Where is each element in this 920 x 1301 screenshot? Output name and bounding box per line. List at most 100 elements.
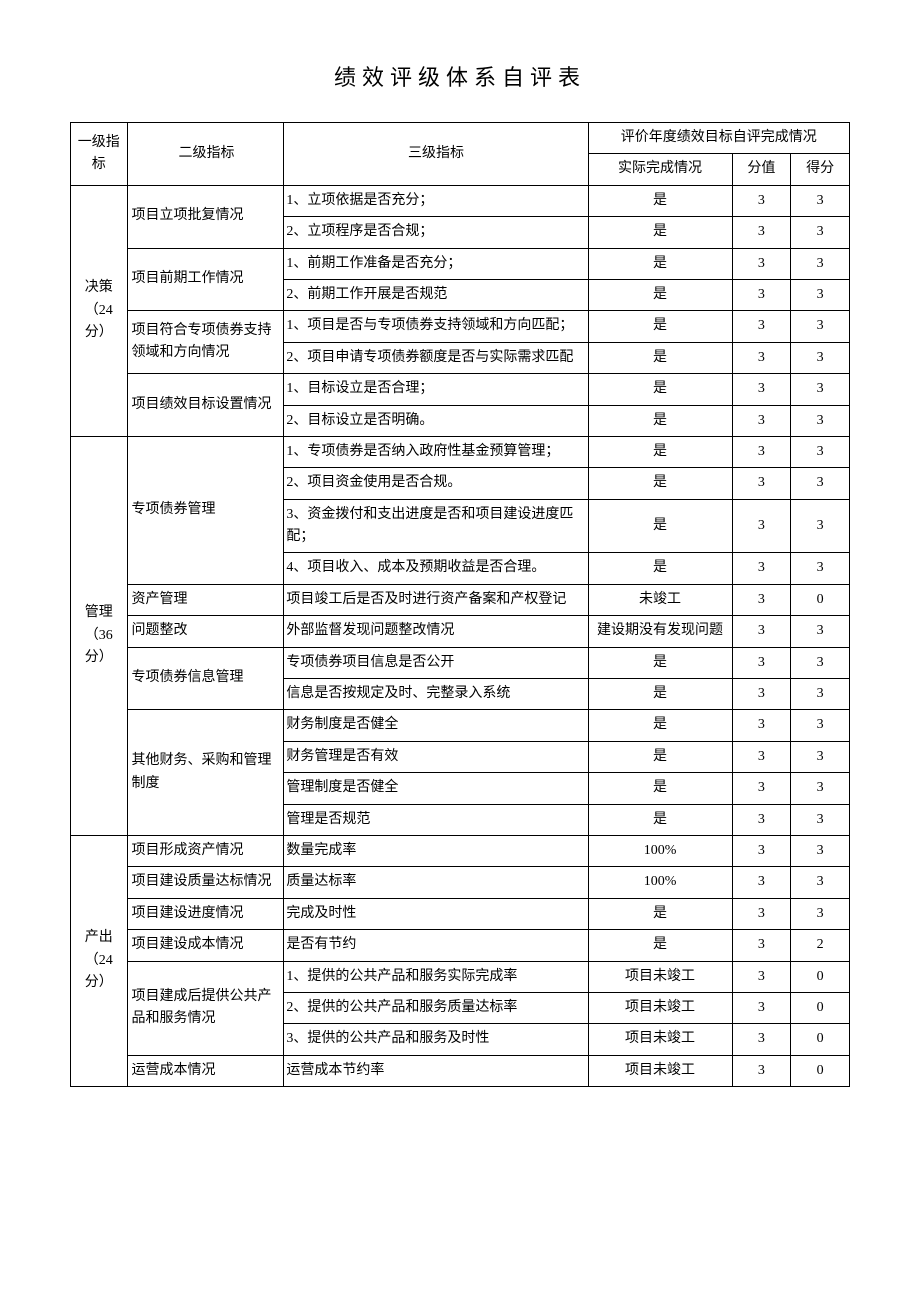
cell-actual: 是: [588, 436, 732, 467]
cell-score: 3: [732, 1055, 791, 1086]
page-title: 绩效评级体系自评表: [70, 60, 850, 92]
cell-level3: 外部监督发现问题整改情况: [284, 616, 588, 647]
cell-level3: 1、立项依据是否充分；: [284, 185, 588, 216]
table-row: 项目前期工作情况1、前期工作准备是否充分；是33: [71, 248, 850, 279]
cell-actual: 100%: [588, 835, 732, 866]
cell-get: 3: [791, 279, 850, 310]
cell-get: 3: [791, 616, 850, 647]
cell-actual: 是: [588, 499, 732, 553]
cell-get: 3: [791, 835, 850, 866]
table-row: 其他财务、采购和管理制度财务制度是否健全是33: [71, 710, 850, 741]
cell-get: 3: [791, 185, 850, 216]
cell-level2: 项目建成后提供公共产品和服务情况: [127, 961, 284, 1055]
cell-level3: 2、立项程序是否合规；: [284, 217, 588, 248]
cell-level3: 管理制度是否健全: [284, 773, 588, 804]
cell-get: 3: [791, 741, 850, 772]
cell-actual: 是: [588, 185, 732, 216]
cell-level3: 项目竣工后是否及时进行资产备案和产权登记: [284, 584, 588, 615]
cell-get: 3: [791, 773, 850, 804]
cell-level3: 财务制度是否健全: [284, 710, 588, 741]
cell-actual: 是: [588, 342, 732, 373]
cell-score: 3: [732, 468, 791, 499]
cell-level2: 项目建设质量达标情况: [127, 867, 284, 898]
cell-score: 3: [732, 930, 791, 961]
cell-score: 3: [732, 898, 791, 929]
cell-level3: 2、目标设立是否明确。: [284, 405, 588, 436]
cell-get: 0: [791, 961, 850, 992]
table-row: 决策（24 分）项目立项批复情况1、立项依据是否充分；是33: [71, 185, 850, 216]
cell-score: 3: [732, 374, 791, 405]
cell-score: 3: [732, 584, 791, 615]
cell-score: 3: [732, 741, 791, 772]
cell-actual: 建设期没有发现问题: [588, 616, 732, 647]
cell-level3: 质量达标率: [284, 867, 588, 898]
cell-score: 3: [732, 248, 791, 279]
evaluation-table: 一级指标 二级指标 三级指标 评价年度绩效目标自评完成情况 实际完成情况 分值 …: [70, 122, 850, 1087]
cell-get: 3: [791, 647, 850, 678]
cell-level3: 1、前期工作准备是否充分；: [284, 248, 588, 279]
cell-level3: 2、项目资金使用是否合规。: [284, 468, 588, 499]
table-row: 管理（36 分）专项债券管理1、专项债券是否纳入政府性基金预算管理；是33: [71, 436, 850, 467]
cell-level2: 项目建设成本情况: [127, 930, 284, 961]
cell-level2: 其他财务、采购和管理制度: [127, 710, 284, 836]
cell-actual: 100%: [588, 867, 732, 898]
cell-level3: 专项债券项目信息是否公开: [284, 647, 588, 678]
cell-score: 3: [732, 279, 791, 310]
table-row: 运营成本情况运营成本节约率项目未竣工30: [71, 1055, 850, 1086]
cell-level3: 1、专项债券是否纳入政府性基金预算管理；: [284, 436, 588, 467]
header-level3: 三级指标: [284, 123, 588, 186]
cell-get: 3: [791, 217, 850, 248]
header-eval-group: 评价年度绩效目标自评完成情况: [588, 123, 849, 154]
cell-level2: 专项债券管理: [127, 436, 284, 584]
cell-level1: 管理（36 分）: [71, 436, 128, 835]
cell-level3: 运营成本节约率: [284, 1055, 588, 1086]
cell-level2: 项目形成资产情况: [127, 835, 284, 866]
cell-level3: 2、提供的公共产品和服务质量达标率: [284, 992, 588, 1023]
table-row: 资产管理项目竣工后是否及时进行资产备案和产权登记未竣工30: [71, 584, 850, 615]
cell-actual: 是: [588, 898, 732, 929]
cell-level2: 项目前期工作情况: [127, 248, 284, 311]
cell-level2: 项目建设进度情况: [127, 898, 284, 929]
cell-score: 3: [732, 1024, 791, 1055]
cell-level3: 2、项目申请专项债券额度是否与实际需求匹配: [284, 342, 588, 373]
cell-level3: 3、提供的公共产品和服务及时性: [284, 1024, 588, 1055]
table-row: 项目建设进度情况完成及时性是33: [71, 898, 850, 929]
cell-get: 0: [791, 1055, 850, 1086]
cell-actual: 项目未竣工: [588, 1055, 732, 1086]
header-level1: 一级指标: [71, 123, 128, 186]
cell-level2: 资产管理: [127, 584, 284, 615]
cell-level2: 项目立项批复情况: [127, 185, 284, 248]
cell-level3: 4、项目收入、成本及预期收益是否合理。: [284, 553, 588, 584]
cell-level2: 专项债券信息管理: [127, 647, 284, 710]
cell-actual: 是: [588, 311, 732, 342]
cell-actual: 是: [588, 279, 732, 310]
cell-get: 3: [791, 867, 850, 898]
cell-score: 3: [732, 553, 791, 584]
table-row: 项目建成后提供公共产品和服务情况1、提供的公共产品和服务实际完成率项目未竣工30: [71, 961, 850, 992]
cell-score: 3: [732, 616, 791, 647]
cell-actual: 项目未竣工: [588, 992, 732, 1023]
table-body: 决策（24 分）项目立项批复情况1、立项依据是否充分；是332、立项程序是否合规…: [71, 185, 850, 1086]
cell-actual: 是: [588, 930, 732, 961]
cell-level2: 运营成本情况: [127, 1055, 284, 1086]
header-actual: 实际完成情况: [588, 154, 732, 185]
cell-get: 0: [791, 584, 850, 615]
cell-score: 3: [732, 217, 791, 248]
cell-get: 3: [791, 898, 850, 929]
cell-get: 3: [791, 374, 850, 405]
cell-get: 3: [791, 342, 850, 373]
cell-level3: 信息是否按规定及时、完整录入系统: [284, 679, 588, 710]
cell-level3: 1、提供的公共产品和服务实际完成率: [284, 961, 588, 992]
table-row: 产出（24 分）项目形成资产情况数量完成率100%33: [71, 835, 850, 866]
cell-get: 0: [791, 992, 850, 1023]
cell-score: 3: [732, 499, 791, 553]
header-score: 分值: [732, 154, 791, 185]
table-row: 项目符合专项债券支持领域和方向情况1、项目是否与专项债券支持领域和方向匹配；是3…: [71, 311, 850, 342]
cell-level3: 财务管理是否有效: [284, 741, 588, 772]
cell-get: 3: [791, 679, 850, 710]
cell-score: 3: [732, 311, 791, 342]
cell-actual: 是: [588, 679, 732, 710]
cell-level3: 数量完成率: [284, 835, 588, 866]
cell-actual: 是: [588, 804, 732, 835]
cell-level1: 决策（24 分）: [71, 185, 128, 436]
